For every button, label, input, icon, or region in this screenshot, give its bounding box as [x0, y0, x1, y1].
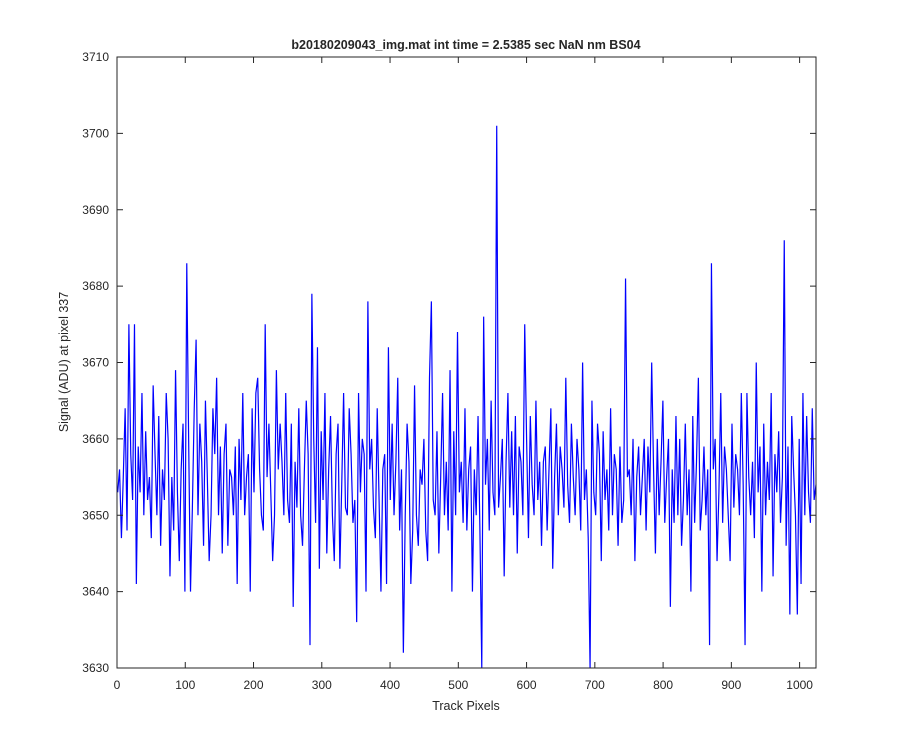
x-tick-label: 200: [244, 678, 264, 692]
x-tick-label: 500: [448, 678, 468, 692]
y-tick-label: 3700: [82, 126, 109, 140]
y-tick-label: 3710: [82, 50, 109, 64]
x-tick-label: 400: [380, 678, 400, 692]
x-tick-label: 900: [721, 678, 741, 692]
y-tick-label: 3670: [82, 356, 109, 370]
y-axis-label: Signal (ADU) at pixel 337: [57, 292, 71, 432]
series-layer: [117, 125, 817, 669]
x-axis: 0 100 200 300 400 500 600 700 800 900 1000: [114, 57, 813, 692]
y-tick-label: 3630: [82, 661, 109, 675]
y-tick-label: 3660: [82, 432, 109, 446]
y-tick-label: 3640: [82, 585, 109, 599]
y-axis: 3630 3640 3650 3660 3670 3680 3690 3700 3710: [82, 50, 816, 675]
series-line: [117, 125, 817, 669]
y-tick-label: 3680: [82, 279, 109, 293]
chart-title: b20180209043_img.mat int time = 2.5385 s…: [291, 38, 640, 52]
plot-area: [117, 57, 816, 668]
x-tick-label: 100: [175, 678, 195, 692]
x-tick-label: 800: [653, 678, 673, 692]
x-axis-label: Track Pixels: [432, 699, 500, 713]
x-tick-label: 300: [312, 678, 332, 692]
x-tick-label: 0: [114, 678, 121, 692]
y-tick-label: 3690: [82, 203, 109, 217]
x-tick-label: 1000: [786, 678, 813, 692]
x-tick-label: 700: [585, 678, 605, 692]
y-tick-label: 3650: [82, 508, 109, 522]
x-tick-label: 600: [517, 678, 537, 692]
